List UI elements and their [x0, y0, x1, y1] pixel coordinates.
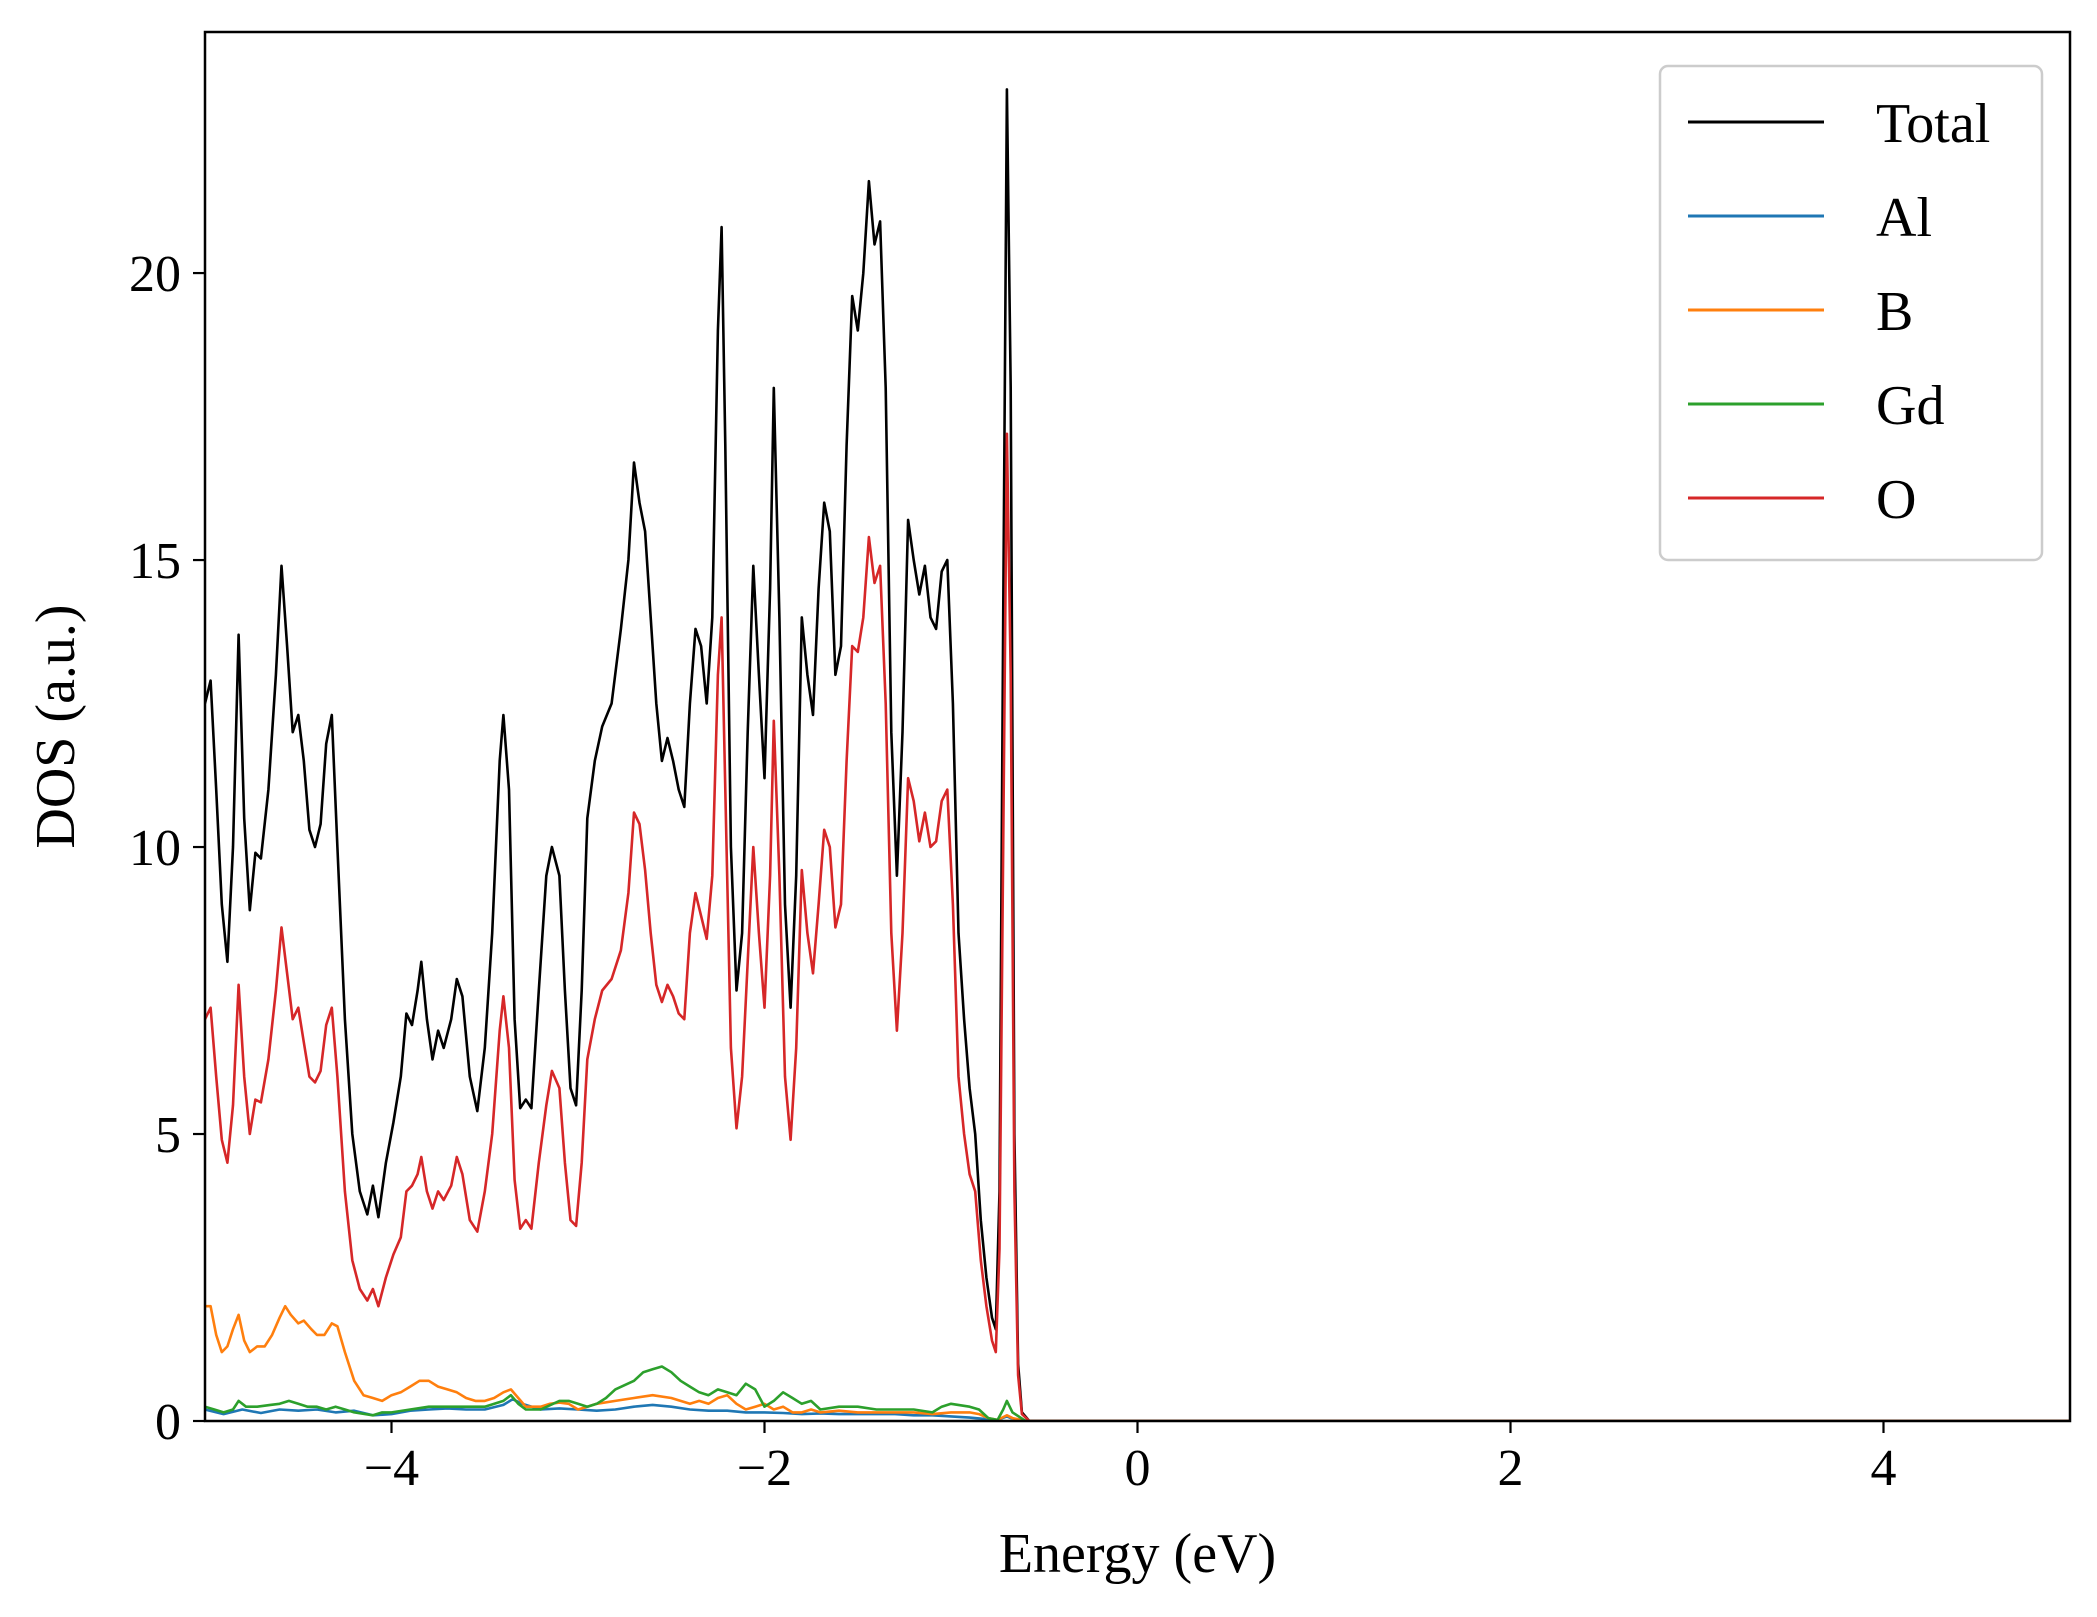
x-tick-label: 2 [1498, 1440, 1524, 1497]
y-axis-ticks: 0 5 10 15 20 [129, 246, 205, 1451]
y-tick-label: 15 [129, 533, 181, 590]
x-tick-label: 0 [1125, 1440, 1151, 1497]
y-tick-label: 10 [129, 820, 181, 877]
y-axis-title: DOS (a.u.) [25, 604, 87, 848]
legend-label-al: Al [1876, 187, 1932, 249]
legend-box [1658, 64, 2044, 562]
x-tick-label: 4 [1871, 1440, 1897, 1497]
series-line-b [205, 1304, 2070, 1421]
x-tick-label: −4 [364, 1440, 419, 1497]
x-axis-ticks: −4 −2 0 2 4 [364, 1421, 1897, 1497]
x-tick-label: −2 [737, 1440, 792, 1497]
y-tick-label: 20 [129, 246, 181, 303]
y-tick-label: 5 [155, 1107, 181, 1164]
x-axis-title: Energy (eV) [999, 1523, 1276, 1585]
series-line-gd [205, 1365, 2070, 1421]
plot-area [203, 30, 2072, 1423]
legend-label-b: B [1876, 281, 1913, 343]
series-line-o [205, 432, 2070, 1421]
y-tick-label: 0 [155, 1394, 181, 1451]
legend-label-o: O [1876, 469, 1916, 531]
legend-label-total: Total [1876, 93, 1990, 155]
legend-label-gd: Gd [1876, 375, 1944, 437]
series-line-total [205, 88, 2070, 1421]
legend: Total Al B Gd O [1658, 64, 2044, 562]
series-layer [205, 88, 2070, 1421]
